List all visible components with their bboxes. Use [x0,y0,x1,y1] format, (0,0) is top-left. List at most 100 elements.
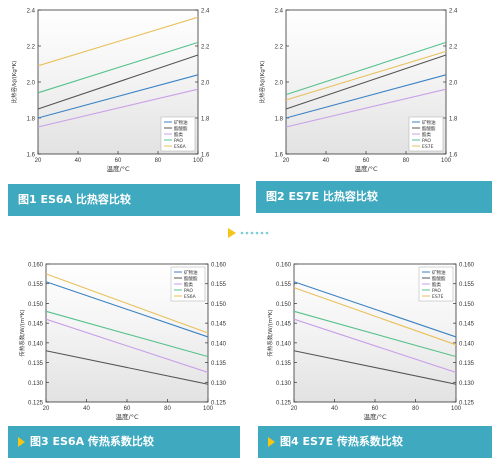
series-line-4 [285,41,447,96]
x-tick-label: 60 [124,406,131,412]
x-tick-label: 20 [291,406,298,412]
series-line-1 [285,74,447,119]
x-tick-label: 60 [372,406,379,412]
chart-1-svg: 1.6 1.6 1.8 1.8 2.0 2.0 2.2 2.2 2.4 2.4 20 40 60 80 10… [10,9,210,174]
legend-label: 矿物油 [184,269,198,276]
legend-label: 酯类 [422,131,431,138]
series-line-1 [45,281,209,338]
y-axis-label: 比热容/kJ/(Kg*K) [10,61,18,104]
legend-label: 矿物油 [174,119,188,126]
series-line-5 [285,50,447,101]
legend-label: ES7E [432,294,444,300]
y-tick-label-right: 0.155 [459,282,475,288]
x-axis-label: 温度/°C [107,164,130,173]
y-tick-label: 1.6 [27,153,36,159]
legend-label: PAO [422,138,431,144]
caption-banner-3: 图3 ES6A 传热系数比较 [8,426,240,458]
caption-4: 图4 ES7E 传热系数比较 [280,435,403,448]
legend-label: PAO [432,288,441,294]
series-line-2 [45,350,209,385]
y-tick-label: 0.155 [28,282,44,288]
legend-label: ES6A [174,144,187,150]
y-tick-label-right: 0.130 [211,381,227,387]
x-tick-label: 20 [43,406,50,412]
y-tick-label-right: 0.125 [459,401,475,407]
series-line-4 [37,41,199,94]
y-tick-label-right: 0.160 [459,263,475,269]
legend-label: 矿物油 [422,119,436,126]
caption-2: 图2 ES7E 比热容比较 [266,190,378,203]
series-line-3 [293,318,457,373]
caption-banner-4: 图4 ES7E 传热系数比较 [258,426,492,458]
y-tick-label-right: 0.155 [211,282,227,288]
series-line-2 [293,350,457,385]
series-line-5 [293,287,457,346]
y-tick-label: 1.8 [275,117,284,123]
series-line-4 [45,310,209,358]
x-axis-label: 温度/°C [355,164,378,173]
x-tick-label: 40 [75,158,82,164]
y-tick-label-right: 0.145 [459,322,475,328]
y-tick-label-right: 2.0 [201,81,210,87]
chart-2-svg: 1.6 1.6 1.8 1.8 2.0 2.0 2.2 2.2 2.4 2.4 20 40 60 80 10… [258,9,458,174]
x-tick-label: 20 [283,158,290,164]
legend-label: 酯酸酯 [184,275,198,282]
series-line-3 [45,318,209,373]
y-tick-label-right: 2.4 [449,9,458,15]
y-tick-label-right: 2.4 [201,9,210,15]
y-tick-label-right: 0.145 [211,322,227,328]
y-tick-label: 0.150 [28,302,44,308]
y-tick-label: 2.2 [275,45,284,51]
y-tick-label-right: 2.2 [201,45,210,51]
x-tick-label: 80 [164,406,171,412]
y-axis-label: 传热系数/W/(m*K) [18,309,26,356]
series-line-1 [293,281,457,338]
series-line-5 [45,273,209,334]
y-tick-label: 0.130 [28,381,44,387]
series-line-2 [37,54,199,110]
x-tick-label: 60 [363,158,370,164]
y-tick-label-right: 2.0 [449,81,458,87]
y-tick-label: 0.130 [276,381,292,387]
legend-label: 酯类 [432,281,441,288]
y-tick-label: 0.135 [28,361,44,367]
legend-label: ES7E [422,144,434,150]
caption-banner-2: 图2 ES7E 比热容比较 [256,181,492,213]
series-line-3 [285,88,447,128]
y-tick-label: 0.145 [276,322,292,328]
series-line-2 [285,54,447,110]
series-line-4 [293,310,457,358]
divider-accent [226,226,274,240]
legend-label: PAO [184,288,193,294]
x-tick-label: 60 [115,158,122,164]
legend-label: ES6A [184,294,197,300]
legend-label: 酯酸酯 [422,125,436,132]
series-line-3 [37,88,199,128]
y-tick-label-right: 0.150 [459,302,475,308]
chart-panel-2: 1.6 1.6 1.8 1.8 2.0 2.0 2.2 2.2 2.4 2.4 20 40 60 80 10… [256,2,488,174]
y-tick-label-right: 0.130 [459,381,475,387]
y-tick-label: 0.145 [28,322,44,328]
caption-banner-1: 图1 ES6A 比热容比较 [8,184,240,216]
y-tick-label-right: 1.8 [449,117,458,123]
legend-label: 矿物油 [432,269,446,276]
caption-3: 图3 ES6A 传热系数比较 [30,435,154,448]
y-tick-label: 0.140 [276,341,292,347]
caption-1: 图1 ES6A 比热容比较 [18,193,131,206]
legend-label: 酯酸酯 [174,125,188,132]
y-tick-label-right: 0.135 [211,361,227,367]
dots-decoration [240,231,269,235]
legend-label: 酯酸酯 [432,275,446,282]
triangle-icon [228,228,236,238]
y-tick-label: 0.160 [276,263,292,269]
y-tick-label: 2.4 [27,9,36,15]
y-tick-label: 0.150 [276,302,292,308]
y-tick-label: 2.2 [27,45,36,51]
x-tick-label: 40 [323,158,330,164]
y-tick-label-right: 2.2 [449,45,458,51]
legend-label: PAO [174,138,183,144]
series-line-5 [37,16,199,67]
chart-panel-1: 1.6 1.6 1.8 1.8 2.0 2.0 2.2 2.2 2.4 2.4 20 40 60 80 10… [8,2,240,174]
y-axis-label: 传热系数/W/(m*K) [266,309,274,356]
y-tick-label: 2.0 [27,81,36,87]
